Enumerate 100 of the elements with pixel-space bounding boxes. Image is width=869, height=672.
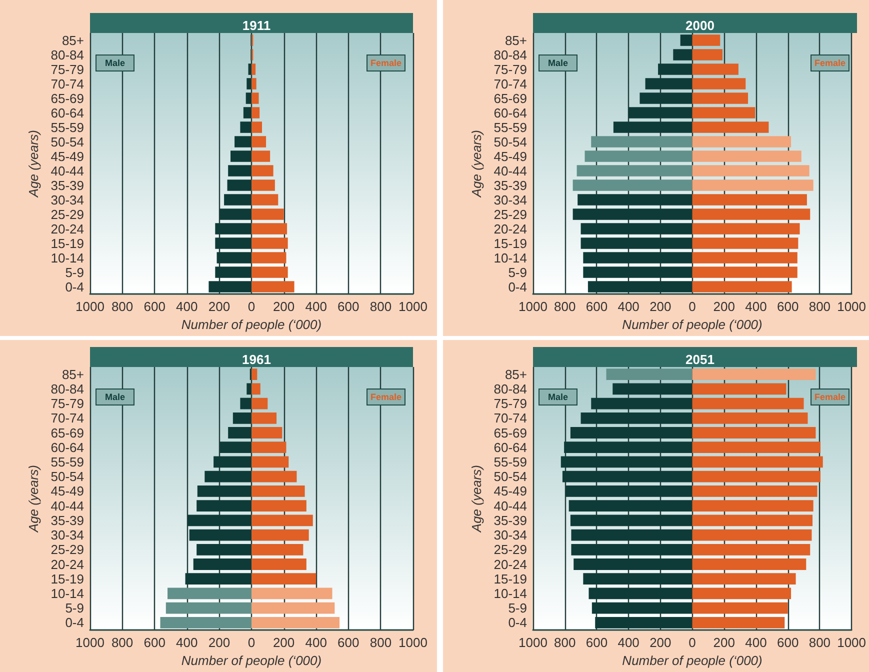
x-tick-label: 400 <box>176 635 198 650</box>
y-tick-label: 5-9 <box>65 264 84 280</box>
x-tick-label: 600 <box>338 299 360 314</box>
bar <box>568 500 692 512</box>
bar <box>252 500 306 512</box>
bar <box>673 49 692 60</box>
y-tick-label: 15-19 <box>50 571 84 586</box>
bar <box>166 602 252 614</box>
bar <box>228 427 252 438</box>
bar <box>252 194 278 206</box>
bar <box>692 64 738 75</box>
x-tick-label: 400 <box>618 299 640 314</box>
y-tick-label: 35-39 <box>494 178 527 193</box>
x-tick-label: 600 <box>586 299 608 314</box>
bar <box>252 78 256 90</box>
bar <box>628 107 692 118</box>
bar <box>252 150 270 162</box>
bar <box>692 442 820 454</box>
bar <box>252 92 259 104</box>
x-tick-label: 0 <box>688 299 696 314</box>
x-tick-label: 400 <box>745 299 767 314</box>
y-tick-label: 70-74 <box>494 410 527 426</box>
y-tick-label: 80-84 <box>50 381 84 396</box>
y-axis-title: Age (years) <box>26 130 41 198</box>
y-tick-label: 20-24 <box>50 556 84 572</box>
bar <box>591 136 692 148</box>
bar <box>252 266 288 278</box>
x-tick-label: 600 <box>776 299 799 314</box>
bar <box>204 470 252 482</box>
y-tick-label: 65-69 <box>50 90 84 106</box>
bar <box>230 150 252 162</box>
bar <box>240 122 252 133</box>
y-tick-label: 65-69 <box>494 425 527 440</box>
bar <box>692 514 813 526</box>
bar <box>658 64 692 75</box>
x-tick-label: 400 <box>745 635 767 650</box>
bar <box>692 412 808 424</box>
bar <box>189 529 252 541</box>
y-tick-label: 55-59 <box>494 120 527 135</box>
x-tick-label: 400 <box>176 299 198 314</box>
x-axis-title: Number of people (‘000) <box>181 653 322 668</box>
bar <box>228 165 252 176</box>
text: Female <box>370 58 402 68</box>
y-tick-label: 80-84 <box>50 47 84 62</box>
bar <box>640 92 692 104</box>
bar <box>692 281 792 292</box>
bar <box>252 368 258 380</box>
x-tick-label: 200 <box>713 635 735 650</box>
y-tick-label: 5-9 <box>508 600 527 616</box>
bar <box>692 470 820 482</box>
y-tick-label: 35-39 <box>494 512 527 528</box>
bar <box>692 49 723 60</box>
bar <box>252 64 256 75</box>
bar <box>606 368 692 380</box>
x-tick-label: 400 <box>618 635 640 650</box>
bar <box>208 281 252 292</box>
y-tick-label: 85+ <box>62 366 84 382</box>
text: Female <box>370 392 402 402</box>
bar <box>692 194 807 206</box>
chart-title: 1911 <box>242 18 271 33</box>
y-tick-label: 65-69 <box>50 425 84 440</box>
bar <box>252 544 304 556</box>
x-axis-title: Number of people (‘000) <box>622 653 762 668</box>
bar <box>583 573 692 585</box>
bar <box>224 194 252 206</box>
bar <box>252 136 266 148</box>
y-tick-label: 40-44 <box>494 498 527 514</box>
bar <box>243 107 252 118</box>
bar <box>645 78 692 90</box>
y-tick-label: 5-9 <box>508 264 527 280</box>
bar <box>214 456 252 468</box>
y-tick-label: 10-14 <box>50 250 84 266</box>
y-tick-label: 75-79 <box>494 62 527 77</box>
bar <box>692 136 792 148</box>
y-tick-label: 55-59 <box>494 454 527 470</box>
bar <box>571 529 692 541</box>
y-tick-label: 60-64 <box>50 440 84 455</box>
bar <box>588 588 692 600</box>
bar <box>564 442 692 454</box>
y-tick-label: 45-49 <box>494 148 527 164</box>
x-tick-label: 1000 <box>76 635 104 650</box>
bar <box>692 368 816 380</box>
bar <box>692 92 748 104</box>
bar <box>252 573 316 585</box>
bar <box>160 616 252 628</box>
bar <box>692 165 810 176</box>
x-tick-label: 0 <box>248 635 256 650</box>
chart-title: 2051 <box>686 352 714 367</box>
y-tick-label: 65-69 <box>494 90 527 106</box>
bar <box>612 383 692 395</box>
y-tick-label: 15-19 <box>494 236 527 251</box>
y-tick-label: 60-64 <box>494 440 527 455</box>
x-tick-label: 200 <box>650 635 672 650</box>
y-tick-label: 25-29 <box>50 206 84 222</box>
bar <box>248 64 252 75</box>
x-tick-label: 800 <box>554 635 576 650</box>
bar <box>613 122 692 133</box>
x-axis-title: Number of people (‘000) <box>181 317 322 332</box>
y-tick-label: 35-39 <box>50 178 84 193</box>
y-tick-label: 0-4 <box>65 615 84 630</box>
